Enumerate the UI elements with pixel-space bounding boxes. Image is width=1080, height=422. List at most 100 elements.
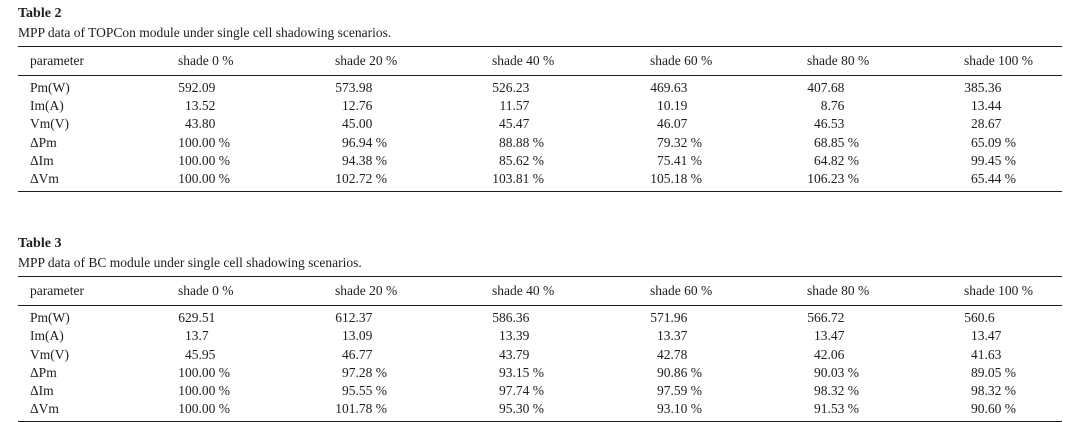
value-integer: 97 xyxy=(499,383,513,399)
table-cell: 79.32 % xyxy=(650,134,807,152)
value-integer: 64 xyxy=(814,152,828,168)
table-cell: 13.39 xyxy=(492,327,650,345)
value-fraction: .32 xyxy=(827,383,845,399)
table-cell: 106.23 % xyxy=(807,170,964,192)
row-label: ΔPm xyxy=(30,364,57,380)
table-row: Pm(W) 629.51 612.37 586.36 571.96 566.72 560.6 xyxy=(18,306,1062,328)
value-fraction: .36 xyxy=(512,310,530,326)
table-cell: 45.47 xyxy=(492,115,650,133)
table-cell: 45.95 xyxy=(178,346,335,364)
table-2-caption: MPP data of TOPCon module under single c… xyxy=(18,25,392,40)
value-fraction: .09 xyxy=(984,134,1002,150)
value-fraction: .47 xyxy=(512,116,530,132)
table-row: ΔVm 100.00 % 102.72 % 103.81 % 105.18 % 106.2… xyxy=(18,170,1062,192)
column-header: shade 100 % xyxy=(964,276,1062,307)
value-fraction: .72 xyxy=(355,171,373,187)
table-cell: 95.55 % xyxy=(335,382,492,400)
table-cell: 13.7 xyxy=(178,327,335,345)
table-cell: 629.51 xyxy=(178,306,335,328)
value-fraction: .77 xyxy=(355,346,373,362)
row-label: ΔVm xyxy=(30,401,59,417)
value-fraction: .95 xyxy=(198,346,216,362)
table-cell: 42.78 xyxy=(650,346,807,364)
value-fraction: .15 xyxy=(512,364,530,380)
table-3-section: Table 3 MPP data of BC module under sing… xyxy=(18,236,1062,422)
value-integer: 469 xyxy=(650,80,671,95)
column-header-row: parameter shade 0 % shade 20 % shade 40 % sh… xyxy=(18,46,1062,76)
value-integer: 102 xyxy=(335,171,356,187)
value-integer: 13 xyxy=(814,328,828,344)
percent-sign: % xyxy=(844,171,859,187)
value-fraction: .38 xyxy=(355,152,373,168)
value-integer: 592 xyxy=(178,80,199,95)
table-cell: 13.44 xyxy=(964,97,1062,115)
value-fraction: .44 xyxy=(984,98,1002,114)
value-fraction: .00 xyxy=(198,134,216,150)
value-integer: 65 xyxy=(971,171,985,187)
value-fraction: .7 xyxy=(198,328,209,344)
table-cell: 90.60 % xyxy=(964,400,1062,422)
value-fraction: .03 xyxy=(827,364,845,380)
value-integer: 28 xyxy=(971,116,985,132)
percent-sign: % xyxy=(215,401,230,417)
table-row: ΔIm 100.00 % 95.55 % 97.74 % 97.59 % 98.32 % 9… xyxy=(18,382,1062,400)
row-label: ΔVm xyxy=(30,171,59,187)
value-integer: 89 xyxy=(971,364,985,380)
table-cell: 13.37 xyxy=(650,327,807,345)
value-integer: 97 xyxy=(657,383,671,399)
column-header: shade 40 % xyxy=(492,46,650,76)
value-integer: 13 xyxy=(971,98,985,114)
percent-sign: % xyxy=(687,152,702,168)
value-fraction: .37 xyxy=(355,310,373,326)
table-cell: 75.41 % xyxy=(650,152,807,170)
table-cell: 43.79 xyxy=(492,346,650,364)
table-cell: 100.00 % xyxy=(178,170,335,192)
value-fraction: .23 xyxy=(512,80,530,95)
value-integer: 91 xyxy=(814,401,828,417)
table-cell: 13.47 xyxy=(807,327,964,345)
table-cell: 28.67 xyxy=(964,115,1062,133)
column-header: shade 20 % xyxy=(335,276,492,307)
percent-sign: % xyxy=(687,383,702,399)
value-integer: 43 xyxy=(499,346,513,362)
value-fraction: .94 xyxy=(355,134,373,150)
percent-sign: % xyxy=(844,152,859,168)
table-row: Im(A) 13.52 12.76 11.57 10.19 8.76 13.44 xyxy=(18,97,1062,115)
row-label: ΔIm xyxy=(30,152,54,168)
percent-sign: % xyxy=(1001,171,1016,187)
table-cell: 43.80 xyxy=(178,115,335,133)
value-fraction: .85 xyxy=(827,134,845,150)
value-fraction: .78 xyxy=(670,346,688,362)
table-body: Pm(W) 629.51 612.37 586.36 571.96 566.72 560.6… xyxy=(18,306,1062,422)
value-fraction: .78 xyxy=(355,401,373,417)
value-integer: 93 xyxy=(657,401,671,417)
table-cell: 97.28 % xyxy=(335,364,492,382)
column-header: shade 0 % xyxy=(178,276,335,307)
percent-sign: % xyxy=(215,171,230,187)
row-label: Pm(W) xyxy=(30,80,70,95)
table-cell: 100.00 % xyxy=(178,364,335,382)
value-fraction: .45 xyxy=(984,152,1002,168)
value-fraction: .18 xyxy=(670,171,688,187)
value-integer: 105 xyxy=(650,171,671,187)
value-fraction: .53 xyxy=(827,401,845,417)
table-row: Pm(W) 592.09 573.98 526.23 469.63 407.68 385.3… xyxy=(18,76,1062,98)
value-integer: 100 xyxy=(178,364,199,380)
value-integer: 571 xyxy=(650,310,671,326)
table-cell: 46.07 xyxy=(650,115,807,133)
percent-sign: % xyxy=(529,171,544,187)
value-integer: 98 xyxy=(971,383,985,399)
column-header: shade 80 % xyxy=(807,46,964,76)
value-integer: 90 xyxy=(657,364,671,380)
row-label: Im(A) xyxy=(30,98,64,114)
value-integer: 95 xyxy=(342,383,356,399)
percent-sign: % xyxy=(844,401,859,417)
value-fraction: .47 xyxy=(827,328,845,344)
value-fraction: .19 xyxy=(670,98,688,114)
row-label: ΔIm xyxy=(30,383,54,399)
row-label: Pm(W) xyxy=(30,310,70,326)
value-fraction: .72 xyxy=(827,310,845,326)
table-cell: 93.10 % xyxy=(650,400,807,422)
value-integer: 407 xyxy=(807,80,828,95)
percent-sign: % xyxy=(1001,401,1016,417)
